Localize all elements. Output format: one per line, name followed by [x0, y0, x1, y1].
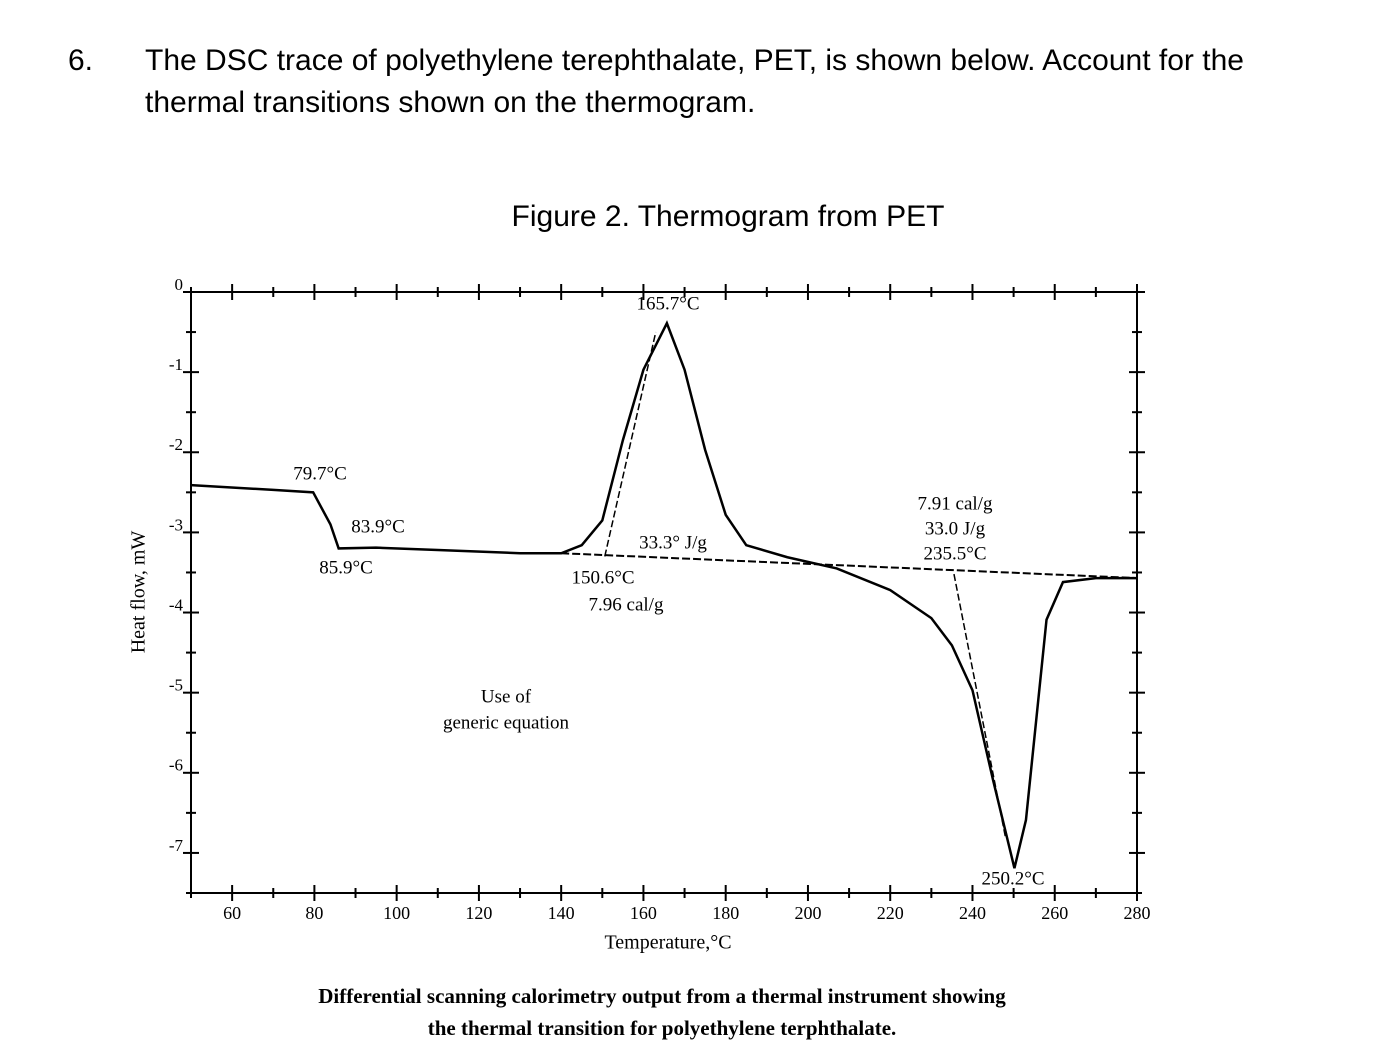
caption: the thermal transition for polyethylene … — [428, 1016, 897, 1040]
tangent-line — [604, 331, 657, 557]
x-tick-label: 140 — [548, 903, 575, 923]
y-axis-label: Heat flow, mW — [128, 531, 150, 654]
annotation: 165.7°C — [636, 293, 699, 314]
annotation: 85.9°C — [319, 557, 373, 578]
data-line — [190, 320, 1137, 869]
caption: Differential scanning calorimetry output… — [318, 984, 1006, 1008]
annotation: Use of — [481, 686, 532, 707]
x-tick-label: 280 — [1124, 903, 1151, 923]
x-tick-label: 180 — [712, 903, 739, 923]
y-tick-label: -7 — [169, 836, 184, 855]
annotation: 79.7°C — [293, 463, 347, 484]
annotation: 83.9°C — [351, 516, 405, 537]
y-tick-label: -1 — [169, 355, 183, 374]
x-tick-label: 220 — [877, 903, 904, 923]
annotation: 7.91 cal/g — [918, 493, 993, 514]
x-tick-label: 260 — [1041, 903, 1068, 923]
x-tick-label: 80 — [305, 903, 323, 923]
annotation: generic equation — [443, 712, 570, 733]
x-tick-label: 240 — [959, 903, 986, 923]
question-number: 6. — [68, 44, 93, 77]
x-tick-label: 60 — [223, 903, 241, 923]
annotation: 33.0 J/g — [925, 518, 986, 539]
x-tick-label: 120 — [465, 903, 492, 923]
y-tick-label: -3 — [169, 515, 183, 534]
baseline — [561, 552, 1138, 580]
x-tick-label: 160 — [630, 903, 657, 923]
annotation: 150.6°C — [571, 567, 634, 588]
question-text: The DSC trace of polyethylene terephthal… — [145, 44, 1244, 77]
annotation: 7.96 cal/g — [589, 594, 664, 615]
y-tick-label: 0 — [175, 275, 184, 294]
figure-title: Figure 2. Thermogram from PET — [512, 200, 945, 233]
plot-frame — [190, 291, 1138, 894]
annotation: 235.5°C — [923, 543, 986, 564]
annotation: 250.2°C — [981, 868, 1044, 889]
x-tick-label: 100 — [383, 903, 410, 923]
annotation: 33.3° J/g — [639, 532, 707, 553]
y-tick-label: -5 — [169, 676, 183, 695]
x-tick-label: 200 — [794, 903, 821, 923]
y-tick-label: -2 — [169, 435, 183, 454]
y-tick-label: -4 — [169, 595, 184, 614]
y-tick-label: -6 — [169, 756, 183, 775]
question-text: thermal transitions shown on the thermog… — [145, 86, 755, 119]
x-axis-label: Temperature,°C — [604, 932, 731, 954]
